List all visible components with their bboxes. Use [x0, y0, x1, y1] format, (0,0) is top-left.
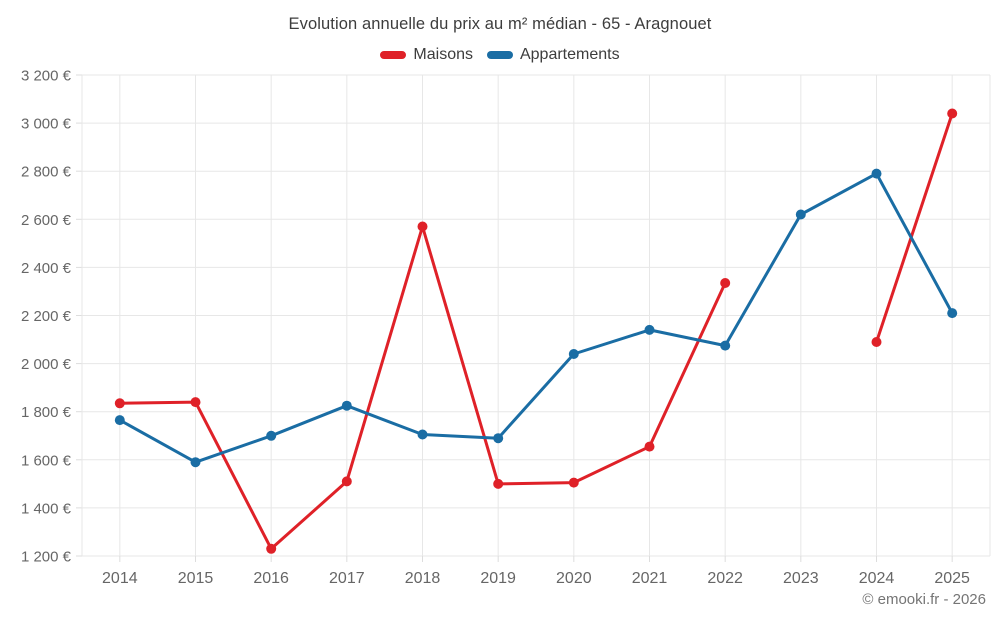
- chart-legend: Maisons Appartements: [0, 46, 1000, 64]
- y-axis-label: 3 000 €: [21, 116, 72, 133]
- line-chart-plot-area: 1 200 € 1 400 € 1 600 € 1 800 € 2 000 € 2 200…: [21, 70, 991, 587]
- maisons-point-2017[interactable]: [341, 476, 352, 487]
- appartements-point-2014[interactable]: [114, 415, 125, 426]
- legend-item-maisons[interactable]: Maisons: [380, 46, 473, 64]
- appartements-point-2015[interactable]: [190, 457, 201, 468]
- y-axis-label: 1 400 €: [21, 500, 72, 517]
- x-axis-label: 2024: [859, 570, 895, 587]
- appartements-legend-label: Appartements: [519, 46, 620, 63]
- y-axis-label: 2 800 €: [21, 164, 72, 181]
- y-axis-label: 2 400 €: [21, 260, 72, 277]
- appartements-point-2023[interactable]: [795, 209, 806, 220]
- y-axis-label: 3 200 €: [21, 70, 72, 85]
- maisons-line[interactable]: [118, 112, 954, 551]
- appartements-legend-swatch: [486, 51, 513, 59]
- appartements-point-2021[interactable]: [644, 324, 655, 335]
- x-axis-label: 2017: [329, 570, 365, 587]
- appartements-line[interactable]: [118, 172, 954, 464]
- appartements-point-2018[interactable]: [417, 429, 428, 440]
- x-axis-label: 2021: [632, 570, 668, 587]
- x-axis-label: 2016: [253, 570, 289, 587]
- appartements-point-2019[interactable]: [493, 433, 504, 444]
- x-axis-label: 2022: [707, 570, 743, 587]
- appartements-point-2024[interactable]: [871, 168, 882, 179]
- y-axis-label: 2 600 €: [21, 212, 72, 229]
- appartements-point-2016[interactable]: [266, 430, 277, 441]
- maisons-legend-label: Maisons: [413, 46, 473, 63]
- maisons-point-2024[interactable]: [871, 337, 882, 347]
- x-axis-label: 2014: [102, 570, 138, 587]
- y-axis-label: 2 200 €: [21, 308, 72, 325]
- maisons-point-2014[interactable]: [114, 398, 125, 409]
- attribution-text: © emooki.fr - 2026: [862, 591, 986, 608]
- maisons-legend-swatch: [380, 51, 407, 59]
- y-axis-label: 1 200 €: [21, 549, 72, 566]
- y-axis-label: 1 800 €: [21, 404, 72, 421]
- legend-item-appartements[interactable]: Appartements: [486, 46, 620, 64]
- x-axis-label: 2015: [178, 570, 214, 587]
- appartements-point-2022[interactable]: [720, 340, 731, 351]
- maisons-point-2019[interactable]: [493, 478, 504, 489]
- y-axis-label: 1 600 €: [21, 452, 72, 469]
- maisons-point-2025[interactable]: [947, 108, 958, 119]
- maisons-point-2021[interactable]: [644, 441, 655, 452]
- maisons-point-2015[interactable]: [190, 397, 201, 408]
- maisons-point-2020[interactable]: [568, 477, 579, 488]
- x-axis-label: 2018: [405, 570, 441, 587]
- x-axis-label: 2023: [783, 570, 819, 587]
- appartements-point-2025[interactable]: [947, 308, 958, 319]
- appartements-point-2017[interactable]: [341, 400, 352, 411]
- x-axis-label: 2020: [556, 570, 592, 587]
- maisons-point-2016[interactable]: [266, 543, 277, 554]
- y-axis-label: 2 000 €: [21, 356, 72, 373]
- chart-title: Evolution annuelle du prix au m² médian …: [288, 15, 712, 33]
- maisons-point-2018[interactable]: [417, 221, 428, 232]
- x-axis-label: 2025: [934, 570, 970, 587]
- appartements-point-2020[interactable]: [568, 349, 579, 359]
- maisons-point-2022[interactable]: [720, 278, 731, 288]
- x-axis-label: 2019: [480, 570, 516, 587]
